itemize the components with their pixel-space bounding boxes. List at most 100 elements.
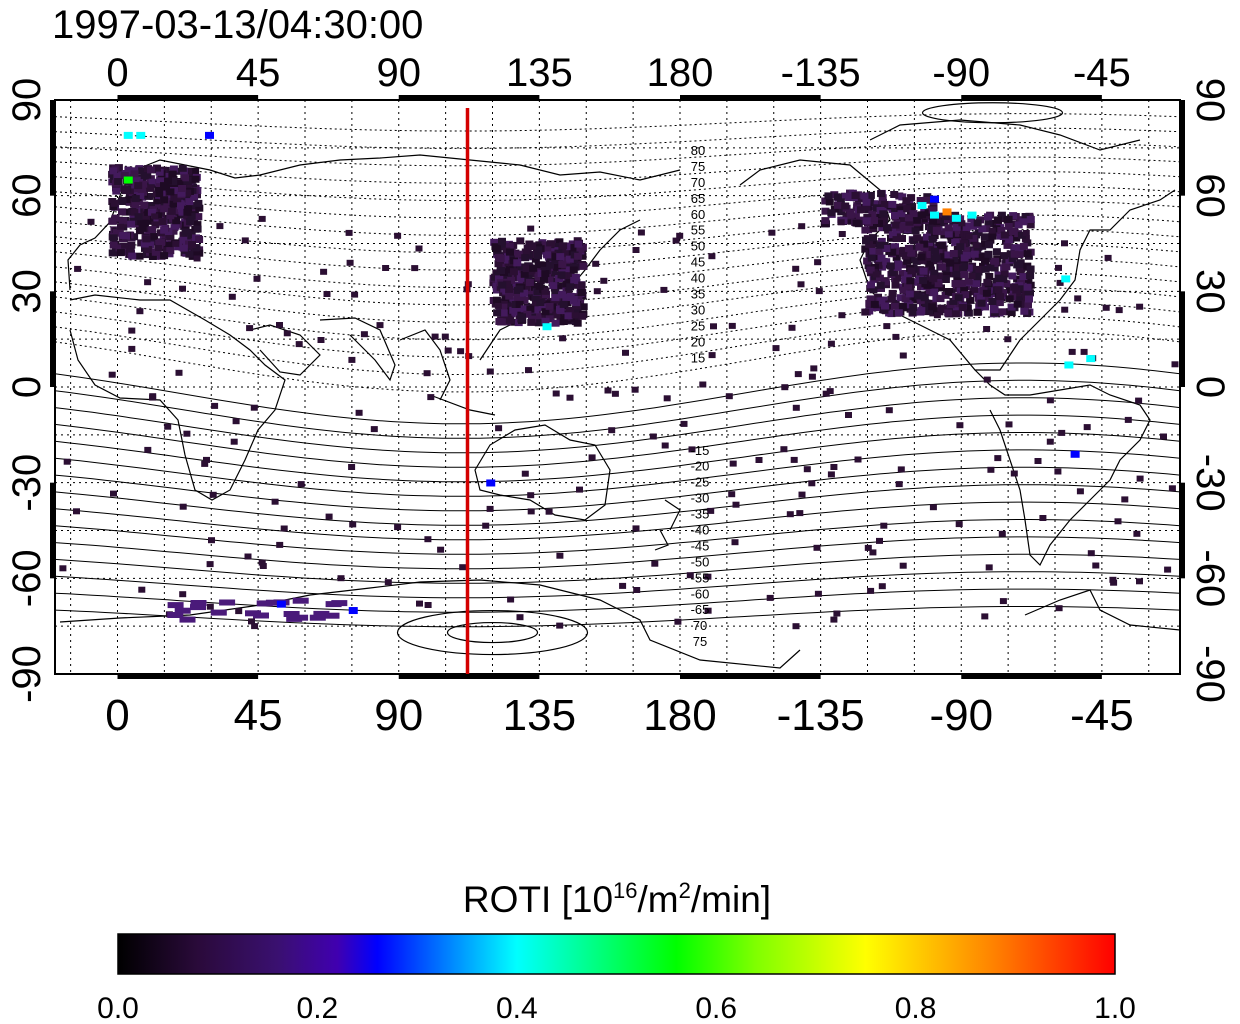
roti-cell	[499, 309, 508, 317]
roti-cell	[862, 198, 871, 206]
roti-cell	[574, 252, 583, 260]
roti-cell	[885, 407, 893, 414]
roti-cell	[863, 257, 872, 265]
roti-cell	[283, 611, 300, 617]
roti-cell	[768, 229, 776, 236]
roti-cell	[878, 224, 887, 232]
roti-cell	[954, 294, 963, 302]
roti-cell	[897, 466, 905, 473]
roti-cell	[912, 216, 921, 224]
roti-cell	[153, 164, 161, 172]
roti-cell	[382, 265, 390, 271]
roti-cell	[937, 284, 945, 292]
roti-cell	[482, 522, 490, 529]
roti-cell	[961, 291, 970, 299]
roti-cell	[952, 223, 961, 231]
roti-cell	[951, 310, 960, 318]
roti-cell	[538, 303, 547, 311]
roti-cell	[972, 280, 980, 288]
roti-cell	[155, 245, 162, 251]
roti-cell	[899, 223, 908, 231]
roti-cell	[325, 601, 342, 608]
roti-cell	[1135, 397, 1143, 404]
roti-cell	[153, 196, 162, 204]
roti-cell	[160, 182, 168, 190]
roti-cell	[928, 303, 937, 311]
roti-cell	[556, 305, 564, 313]
contour-label: -55	[691, 570, 710, 585]
roti-cell	[1016, 259, 1025, 267]
colorbar-gradient	[117, 933, 1116, 975]
roti-cell	[876, 281, 885, 289]
roti-cell	[286, 615, 303, 622]
roti-cell	[883, 224, 891, 232]
left-tick-label: 60	[5, 173, 49, 218]
roti-cell	[554, 282, 563, 290]
roti-cell	[1019, 273, 1028, 281]
roti-cell	[116, 249, 125, 257]
roti-cell	[827, 209, 836, 217]
roti-cell	[862, 203, 871, 211]
roti-cell	[879, 210, 888, 218]
right-tick-label: 30	[1188, 269, 1232, 314]
roti-cell	[822, 390, 830, 397]
roti-cell	[73, 508, 80, 515]
roti-cell	[121, 242, 129, 249]
roti-cell	[1133, 530, 1141, 537]
roti-cell	[179, 244, 188, 252]
roti-cell	[808, 480, 816, 487]
roti-cell	[869, 247, 878, 255]
roti-cell	[537, 295, 546, 303]
contour-label: 80	[691, 143, 705, 158]
contour-label: 15	[691, 350, 705, 365]
roti-cell	[191, 249, 200, 257]
roti-cell	[1017, 285, 1026, 293]
roti-cell	[888, 248, 897, 256]
roti-cell	[522, 265, 531, 273]
roti-cell	[830, 205, 839, 213]
roti-cell	[1054, 468, 1062, 475]
roti-cell	[146, 217, 155, 225]
roti-cell	[179, 616, 196, 623]
roti-cell	[1001, 262, 1010, 270]
roti-cell	[534, 319, 543, 327]
bottom-tick-label: 180	[643, 691, 716, 740]
colorbar: ROTI [1016/m2/min] 0.0 0.2 0.4 0.6 0.8 1.0	[97, 878, 1136, 1024]
roti-cell	[869, 240, 878, 248]
roti-cell	[513, 259, 522, 267]
roti-cell	[570, 244, 579, 251]
roti-cell	[244, 553, 252, 560]
roti-cell	[964, 264, 973, 272]
roti-cell	[1022, 230, 1030, 236]
roti-cell	[903, 257, 912, 265]
roti-cell	[348, 356, 356, 363]
roti-cell	[1136, 578, 1143, 585]
roti-cell	[892, 333, 900, 340]
roti-cell	[112, 187, 121, 195]
roti-highlight-cell	[930, 195, 939, 203]
roti-cell	[337, 575, 345, 582]
roti-cell	[1004, 222, 1013, 230]
roti-cell	[144, 279, 152, 286]
roti-cell	[928, 206, 937, 214]
roti-cell	[956, 422, 964, 429]
roti-cell	[915, 243, 924, 251]
roti-cell	[558, 260, 567, 268]
roti-cell	[1005, 236, 1014, 244]
roti-cell	[150, 232, 159, 240]
roti-cell	[954, 230, 963, 237]
roti-cell	[498, 242, 507, 250]
roti-cell	[541, 308, 550, 316]
roti-cell	[896, 294, 905, 302]
roti-cell	[821, 217, 830, 225]
roti-cell	[121, 187, 130, 195]
roti-cell	[533, 313, 542, 320]
roti-cell	[877, 297, 886, 305]
roti-cell	[520, 305, 529, 313]
roti-cell	[1004, 336, 1012, 343]
roti-cell	[109, 249, 118, 257]
roti-cell	[579, 262, 588, 270]
roti-cell	[990, 306, 999, 314]
roti-cell	[250, 404, 258, 411]
roti-cell	[193, 255, 201, 262]
